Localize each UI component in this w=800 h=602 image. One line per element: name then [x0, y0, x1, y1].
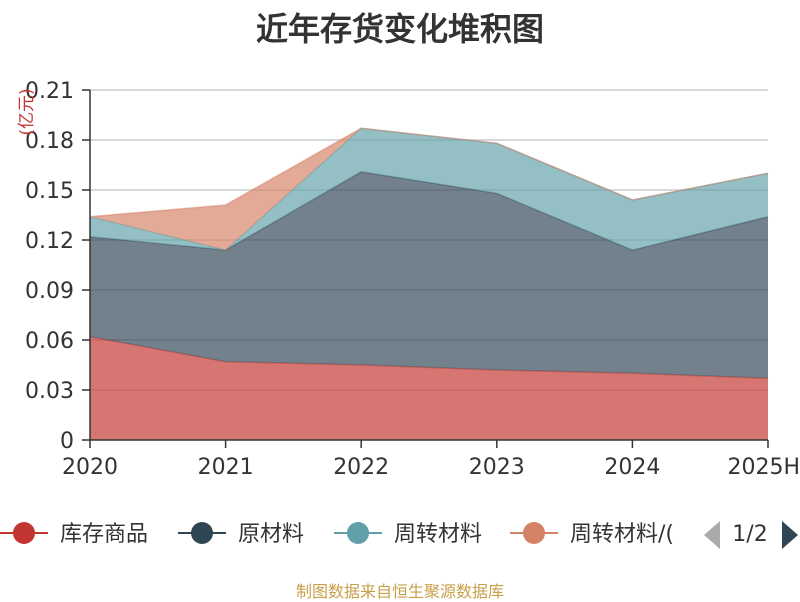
chart-title: 近年存货变化堆积图 [255, 10, 544, 48]
legend-marker-1[interactable] [191, 522, 213, 544]
legend-page-indicator: 1/2 [732, 522, 767, 547]
area-series-2 [90, 128, 768, 250]
legend-next-arrow-icon[interactable] [782, 521, 798, 549]
x-tick-label: 2023 [469, 455, 525, 480]
y-tick-label: 0 [60, 429, 74, 454]
x-tick-label: 2025H [727, 455, 800, 480]
x-tick-label: 2020 [62, 455, 118, 480]
y-tick-label: 0.15 [25, 179, 74, 204]
y-tick-label: 0.09 [25, 279, 74, 304]
legend-marker-0[interactable] [13, 522, 35, 544]
legend-marker-2[interactable] [347, 522, 369, 544]
y-tick-label: 0.21 [25, 79, 74, 104]
legend-prev-arrow-icon[interactable] [704, 521, 720, 549]
x-tick-label: 2024 [604, 455, 660, 480]
legend-label-2[interactable]: 周转材料 [394, 522, 482, 547]
y-tick-label: 0.03 [25, 379, 74, 404]
y-tick-label: 0.06 [25, 329, 74, 354]
area-series-1 [90, 171, 768, 379]
legend-label-3[interactable]: 周转材料/( [570, 522, 674, 547]
x-tick-label: 2021 [198, 455, 254, 480]
legend-label-0[interactable]: 库存商品 [60, 522, 148, 547]
legend-marker-3[interactable] [523, 522, 545, 544]
area-series-3 [90, 128, 768, 250]
x-tick-label: 2022 [333, 455, 389, 480]
footer-source: 制图数据来自恒生聚源数据库 [295, 582, 504, 601]
area-line-3 [89, 127, 769, 218]
y-tick-label: 0.18 [25, 129, 74, 154]
y-axis-label: (亿元) [17, 88, 37, 135]
y-tick-label: 0.12 [25, 229, 74, 254]
legend-label-1[interactable]: 原材料 [238, 522, 304, 547]
